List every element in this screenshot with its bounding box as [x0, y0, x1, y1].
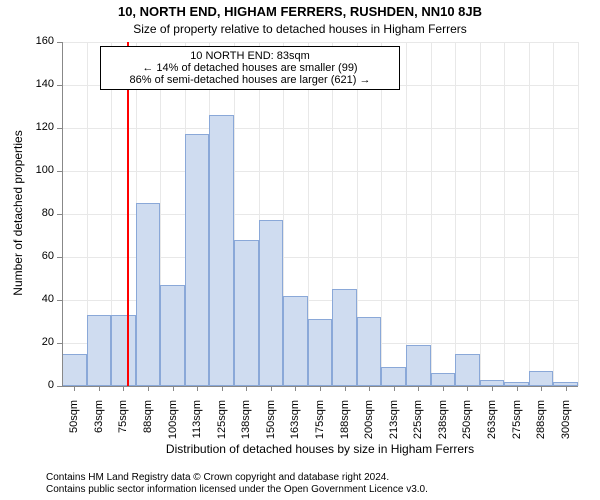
bar	[111, 315, 136, 386]
bar	[62, 354, 87, 386]
bar	[160, 285, 185, 386]
y-axis-label: Number of detached properties	[11, 113, 25, 313]
ytick-label: 0	[0, 379, 54, 391]
bar	[234, 240, 259, 386]
page-subtitle: Size of property relative to detached ho…	[0, 22, 600, 36]
x-axis-line	[62, 386, 578, 387]
ytick-label: 80	[0, 207, 54, 219]
bar	[406, 345, 431, 386]
ytick-label: 20	[0, 336, 54, 348]
page-title: 10, NORTH END, HIGHAM FERRERS, RUSHDEN, …	[0, 4, 600, 19]
bar	[455, 354, 480, 386]
gridline-v	[504, 42, 505, 386]
gridline-v	[553, 42, 554, 386]
bar	[357, 317, 382, 386]
annotation-line: 86% of semi-detached houses are larger (…	[107, 74, 393, 86]
marker-line	[127, 42, 129, 386]
gridline-h	[62, 42, 578, 43]
gridline-v	[455, 42, 456, 386]
footer-line: Contains public sector information licen…	[46, 484, 428, 495]
bar	[332, 289, 357, 386]
ytick-label: 160	[0, 35, 54, 47]
bar	[259, 220, 284, 386]
bar	[136, 203, 161, 386]
bar	[529, 371, 554, 386]
annotation-line: 10 NORTH END: 83sqm	[107, 50, 393, 62]
gridline-v	[480, 42, 481, 386]
annotation-line: ← 14% of detached houses are smaller (99…	[107, 62, 393, 74]
y-axis-line	[62, 42, 63, 386]
ytick-label: 60	[0, 250, 54, 262]
footer-line: Contains HM Land Registry data © Crown c…	[46, 472, 389, 483]
gridline-h	[62, 171, 578, 172]
bar	[381, 367, 406, 386]
gridline-v	[578, 42, 579, 386]
bar	[308, 319, 333, 386]
gridline-v	[406, 42, 407, 386]
bar	[185, 134, 210, 386]
bar	[283, 296, 308, 386]
x-axis-label: Distribution of detached houses by size …	[62, 442, 578, 456]
bar	[87, 315, 112, 386]
gridline-v	[431, 42, 432, 386]
ytick-label: 40	[0, 293, 54, 305]
ytick-label: 100	[0, 164, 54, 176]
ytick-label: 140	[0, 78, 54, 90]
gridline-v	[529, 42, 530, 386]
bar	[209, 115, 234, 386]
chart-plot-area	[62, 42, 578, 386]
gridline-v	[381, 42, 382, 386]
annotation-box: 10 NORTH END: 83sqm← 14% of detached hou…	[100, 46, 400, 90]
gridline-h	[62, 128, 578, 129]
ytick-label: 120	[0, 121, 54, 133]
bar	[431, 373, 456, 386]
